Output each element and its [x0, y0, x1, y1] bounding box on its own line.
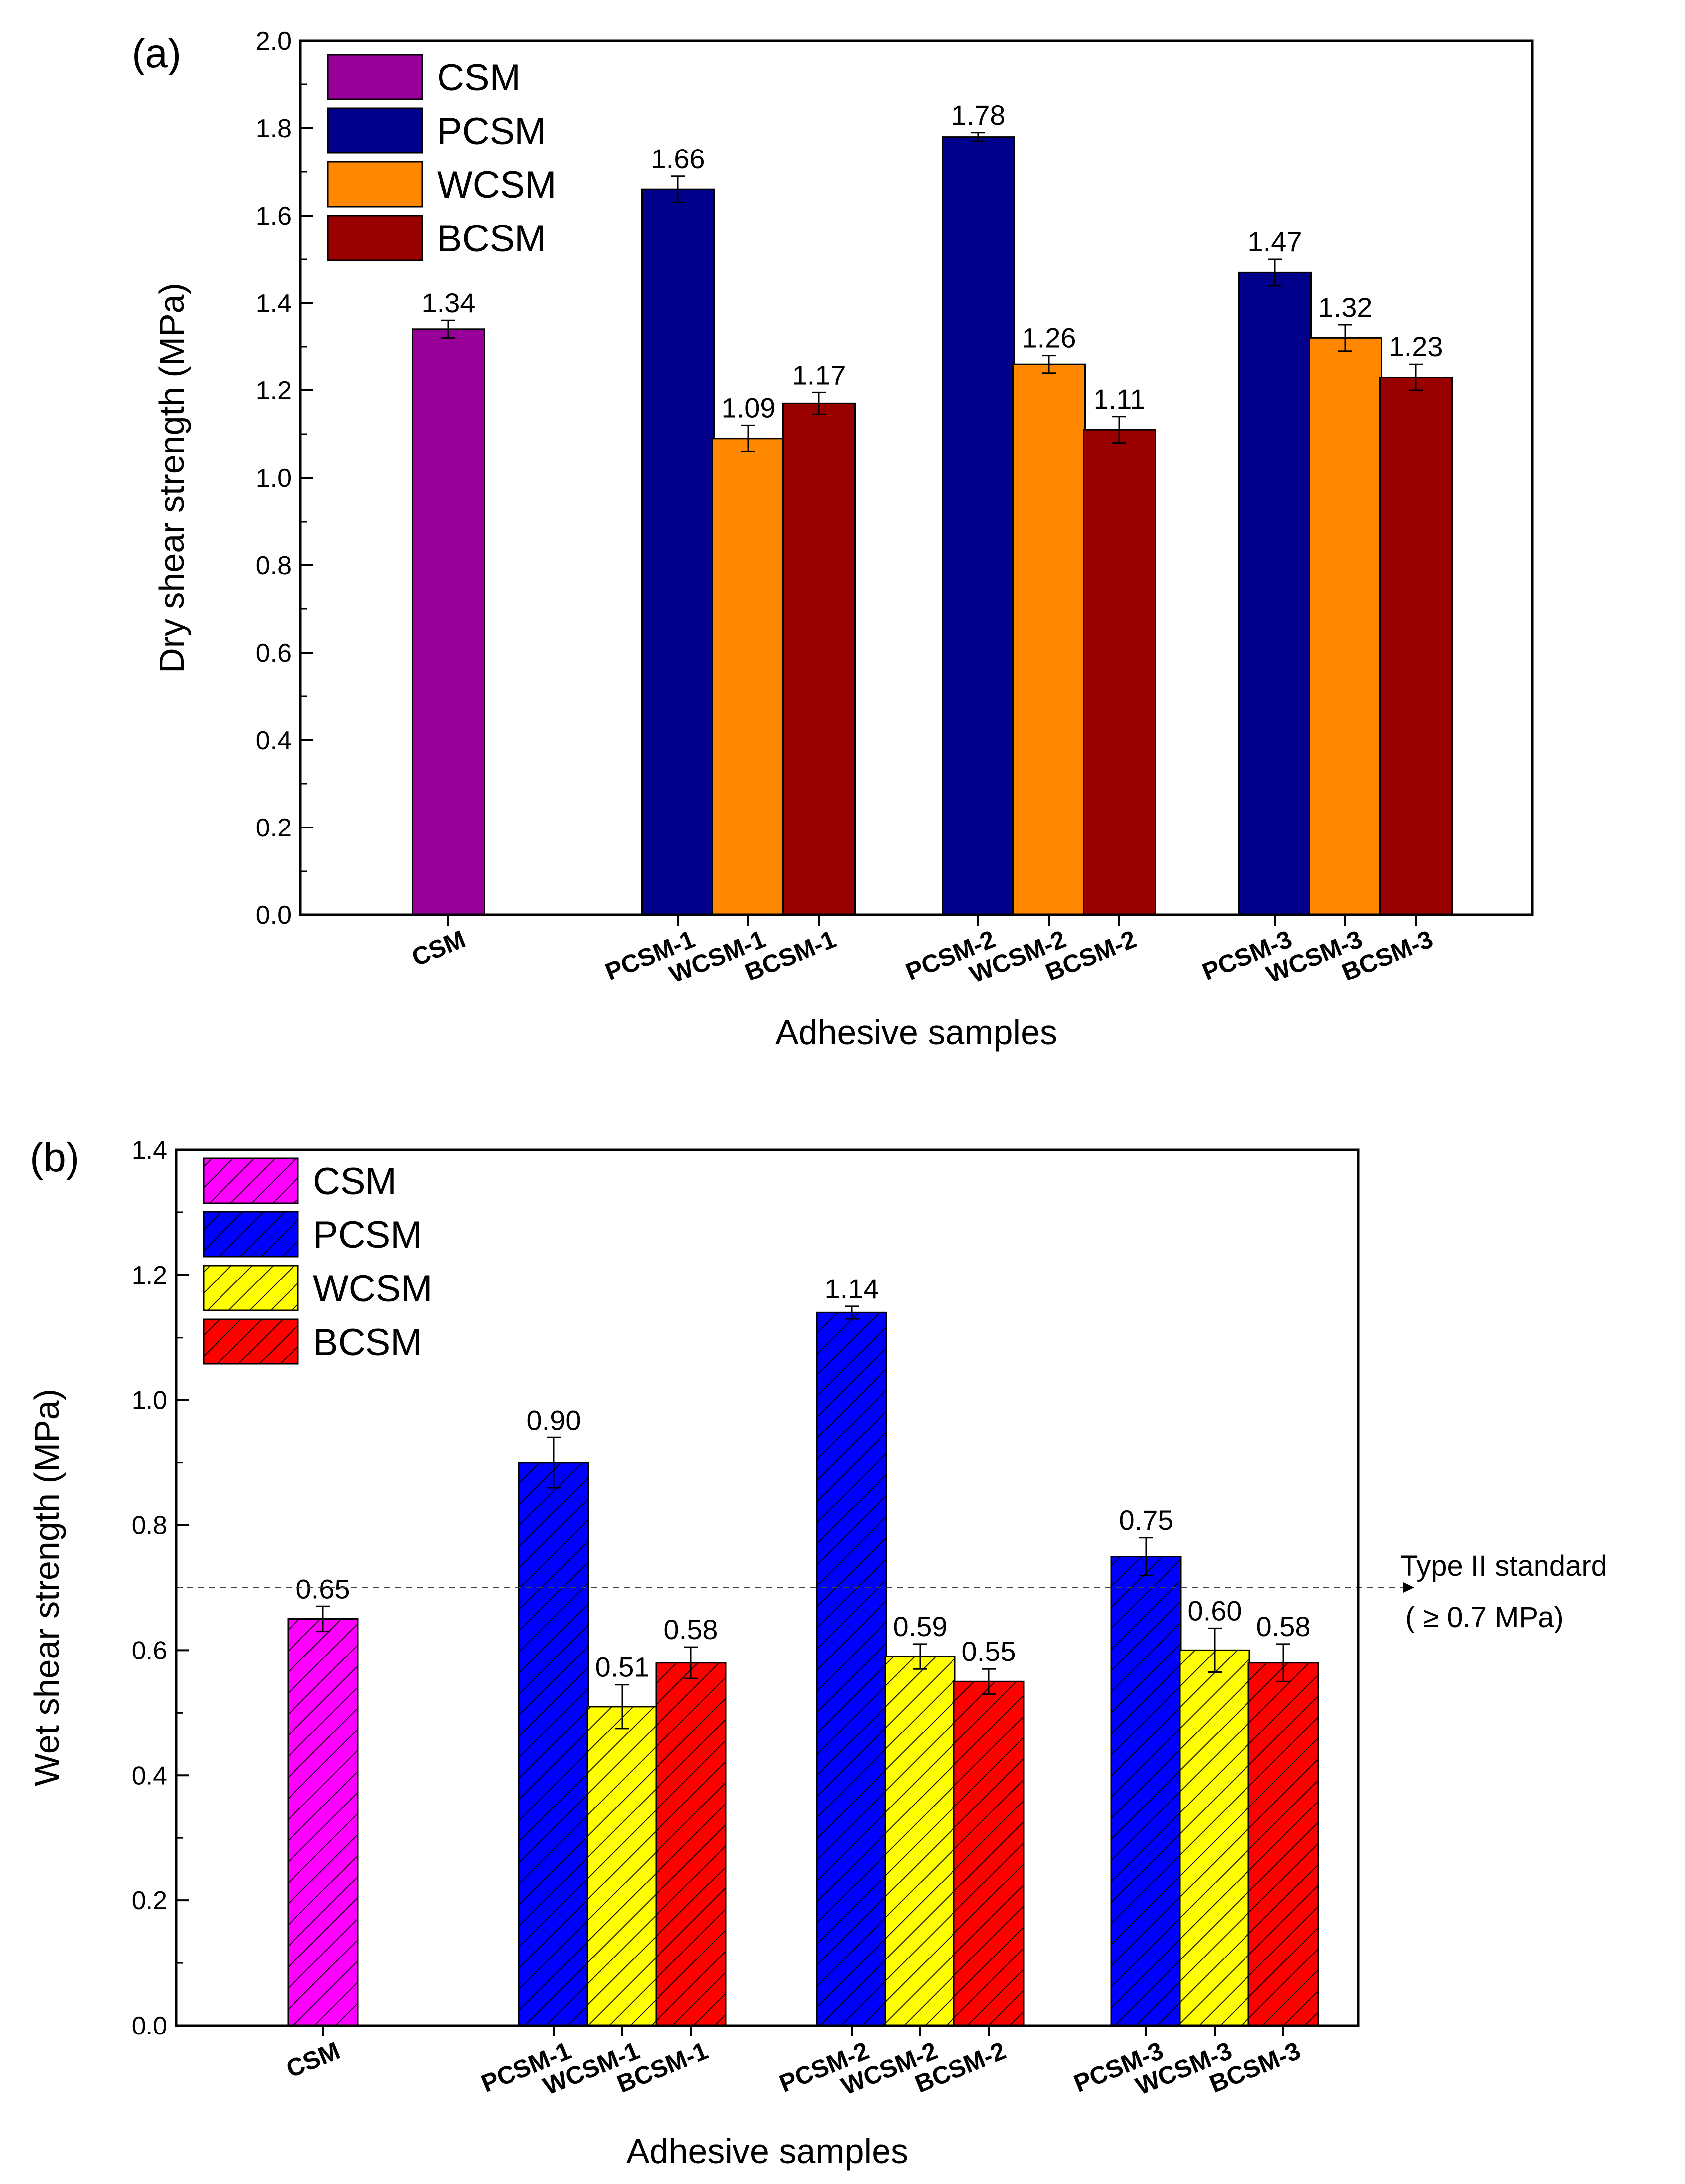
panel-b-value-label-bcsm-2: 0.55: [962, 1636, 1016, 1667]
panel-a: (a) 0.0 0.2 0.4 0.6 0.8 1.0 1.2 1.4 1.6 1.8 2.0 1.…: [132, 27, 1534, 1052]
panel-b-value-label-pcsm-2: 1.14: [825, 1273, 879, 1304]
panel-a-bar-pcsm-2: [942, 136, 1015, 916]
panel-b-bar-hatch-wcsm-3: [1179, 1649, 1250, 2027]
panel-a-bar-csm: [412, 328, 485, 916]
panel-b-legend-wcsm: WCSM: [313, 1268, 433, 1310]
panel-a-bars: 1.34 1.66 1.09 1.17 1.78 1.26 1.11 1.47 1.32 1.23: [412, 99, 1453, 916]
panel-b-legend-csm: CSM: [313, 1160, 397, 1203]
panel-a-y-tick-label: 0.4: [256, 726, 292, 755]
panel-b-bar-hatch-pcsm-3: [1110, 1556, 1182, 2027]
panel-a-bar-bcsm-3: [1379, 377, 1453, 916]
panel-b-y-tick-label: 0.2: [132, 1886, 167, 1915]
panel-a-y-tick-label: 1.4: [256, 289, 292, 318]
panel-a-y-tick-label: 1.0: [256, 464, 292, 493]
panel-b-bar-hatch-csm: [287, 1618, 359, 2027]
panel-b-category-csm: CSM: [282, 2036, 344, 2083]
panel-b-y-axis: 0.0 0.2 0.4 0.6 0.8 1.0 1.2 1.4: [132, 1136, 189, 2040]
panel-b-legend-hatch-wcsm: [204, 1266, 298, 1310]
panel-b-value-label-csm: 0.65: [296, 1573, 350, 1604]
panel-b-value-label-wcsm-3: 0.60: [1188, 1595, 1242, 1626]
panel-a-legend-swatch-bcsm: [327, 215, 423, 261]
panel-a-value-label-pcsm-1: 1.66: [651, 143, 705, 174]
panel-b-y-tick-label: 1.2: [132, 1261, 167, 1290]
panel-b-bar-hatch-wcsm-1: [586, 1706, 658, 2027]
panel-b-bar-hatch-pcsm-1: [518, 1462, 589, 2027]
panel-b-bar-hatch-bcsm-2: [953, 1680, 1025, 2027]
panel-b-bars: 0.65 0.90 0.51 0.58 1.14 0.59 0.55 0.75 0.60 0.58: [287, 1273, 1319, 2027]
panel-a-value-label-wcsm-1: 1.09: [722, 392, 776, 423]
panel-b-y-label: Wet shear strength (MPa): [27, 1389, 66, 1786]
panel-a-bar-wcsm-3: [1309, 337, 1382, 916]
panel-b-label: (b): [30, 1135, 79, 1180]
panel-a-value-label-pcsm-2: 1.78: [952, 99, 1006, 131]
panel-a-frame: [299, 39, 1534, 916]
panel-b-bar-hatch-pcsm-2: [816, 1311, 887, 2027]
panel-a-value-label-bcsm-1: 1.17: [792, 359, 846, 390]
panel-b-legend-bcsm: BCSM: [313, 1321, 422, 1363]
panel-b-bar-hatch-bcsm-3: [1247, 1662, 1319, 2027]
panel-a-bar-pcsm-1: [641, 188, 715, 916]
panel-a-bar-pcsm-3: [1238, 271, 1312, 916]
panel-a-bar-bcsm-2: [1083, 429, 1156, 916]
panel-a-category-csm: CSM: [408, 925, 469, 972]
panel-a-legend-swatch-csm: [327, 54, 423, 100]
panel-a-value-label-wcsm-2: 1.26: [1022, 322, 1076, 354]
reference-label-line1: Type II standard: [1400, 1550, 1607, 1582]
panel-b-value-label-wcsm-2: 0.59: [893, 1611, 948, 1642]
panel-b-legend: CSM PCSM WCSM BCSM: [203, 1157, 433, 1365]
panel-a-value-label-pcsm-3: 1.47: [1248, 226, 1302, 257]
panel-a-y-tick-label: 0.8: [256, 551, 292, 580]
panel-a-bar-wcsm-1: [712, 438, 785, 916]
panel-a-y-tick-label: 1.2: [256, 377, 292, 405]
panel-b-y-tick-label: 0.4: [132, 1761, 167, 1790]
panel-b-legend-hatch-csm: [204, 1158, 298, 1203]
panel-b-value-label-wcsm-1: 0.51: [595, 1652, 650, 1683]
panel-a-value-label-wcsm-3: 1.32: [1319, 292, 1373, 323]
panel-b-value-label-bcsm-1: 0.58: [664, 1614, 718, 1645]
panel-b-legend-hatch-pcsm: [204, 1212, 298, 1257]
panel-a-y-tick-label: 2.0: [256, 27, 292, 56]
panel-b-value-label-pcsm-1: 0.90: [527, 1404, 581, 1435]
panel-a-y-axis: 0.0 0.2 0.4 0.6 0.8 1.0 1.2 1.4 1.6 1.8 2.0: [256, 27, 313, 930]
panel-a-legend-bcsm: BCSM: [437, 218, 546, 260]
panel-b-y-tick-label: 0.0: [132, 2012, 167, 2040]
panel-b-value-label-pcsm-3: 0.75: [1119, 1505, 1173, 1536]
panel-a-label: (a): [132, 31, 181, 76]
panel-b-legend-hatch-bcsm: [204, 1319, 298, 1364]
panel-a-legend-swatch-pcsm: [327, 107, 423, 154]
panel-b-y-tick-label: 0.8: [132, 1511, 167, 1540]
panel-a-legend: CSM PCSM WCSM BCSM: [327, 54, 557, 261]
panel-a-value-label-bcsm-2: 1.11: [1094, 383, 1146, 415]
panel-a-value-label-bcsm-3: 1.23: [1389, 331, 1443, 362]
panel-b-value-label-bcsm-3: 0.58: [1256, 1611, 1311, 1642]
panel-b-bar-hatch-wcsm-2: [884, 1656, 956, 2027]
panel-b-y-tick-label: 1.4: [132, 1136, 167, 1165]
panel-a-y-tick-label: 0.2: [256, 814, 292, 842]
panel-a-y-tick-label: 1.6: [256, 202, 292, 230]
panel-b-y-tick-label: 0.6: [132, 1636, 167, 1665]
panel-b-legend-pcsm: PCSM: [313, 1214, 422, 1256]
panel-a-y-label: Dry shear strength (MPa): [152, 283, 191, 673]
panel-a-bar-bcsm-1: [782, 402, 856, 916]
panel-a-legend-csm: CSM: [437, 57, 521, 99]
panel-b-frame: [175, 1148, 1360, 2027]
panel-a-legend-swatch-wcsm: [327, 161, 423, 208]
panel-b: (b) 0.0 0.2 0.4 0.6 0.8 1.0 1.2 1.4 0.65 0.90 0.5…: [27, 1135, 1607, 2171]
panel-a-legend-wcsm: WCSM: [437, 164, 557, 206]
panel-a-legend-pcsm: PCSM: [437, 110, 546, 152]
panel-b-y-tick-label: 1.0: [132, 1386, 167, 1415]
panel-a-bar-wcsm-2: [1012, 363, 1086, 916]
reference-arrow-icon: [1403, 1582, 1414, 1593]
panel-a-y-tick-label: 1.8: [256, 114, 292, 143]
panel-a-y-tick-label: 0.0: [256, 901, 292, 930]
panel-a-y-tick-label: 0.6: [256, 639, 292, 668]
reference-label-line2: ( ≥ 0.7 MPa): [1405, 1601, 1564, 1634]
panel-b-x-label: Adhesive samples: [626, 2132, 908, 2171]
panel-b-bar-hatch-bcsm-1: [655, 1662, 727, 2027]
panel-a-x-label: Adhesive samples: [775, 1013, 1057, 1052]
panel-a-value-label-csm: 1.34: [422, 287, 476, 318]
